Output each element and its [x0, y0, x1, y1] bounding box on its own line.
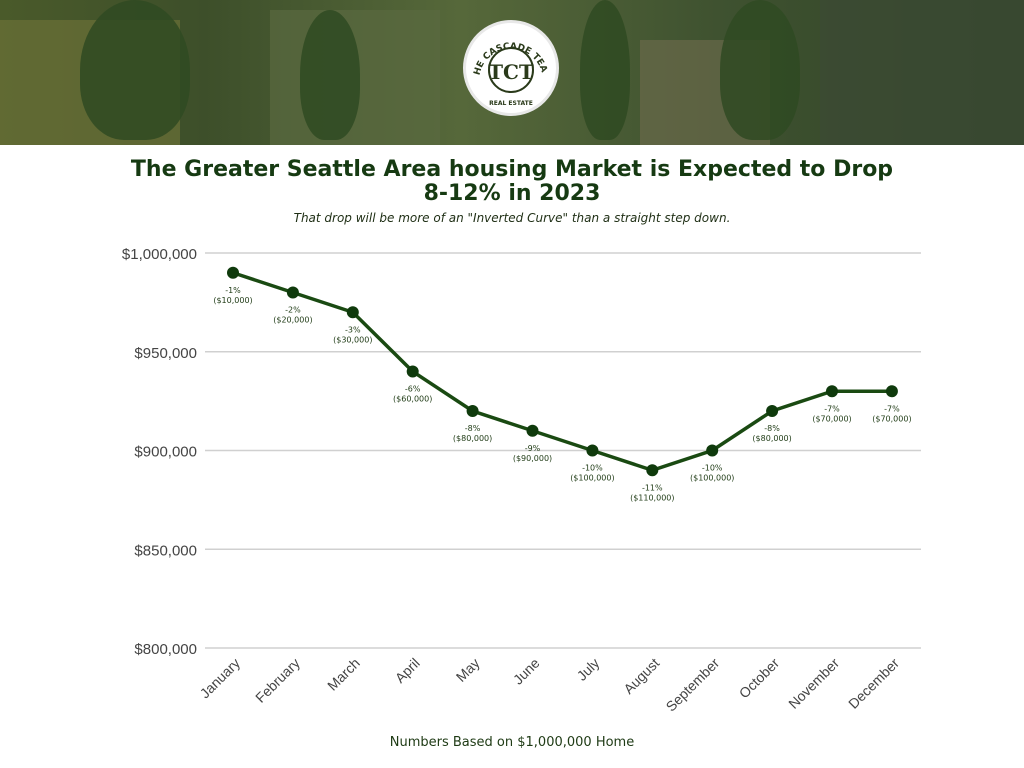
data-point — [826, 385, 838, 398]
data-label-percent: -7% — [884, 404, 900, 413]
x-tick-label: July — [574, 655, 603, 684]
chart-title: The Greater Seattle Area housing Market … — [0, 158, 1024, 206]
data-label-percent: -2% — [285, 306, 301, 315]
x-tick-label: February — [252, 655, 303, 706]
data-point — [885, 385, 898, 398]
data-point — [346, 306, 359, 319]
data-point — [526, 424, 539, 437]
data-label-amount: ($100,000) — [690, 474, 734, 483]
data-label-amount: ($70,000) — [812, 414, 851, 423]
x-tick-label: March — [324, 655, 363, 694]
data-label-amount: ($80,000) — [752, 434, 791, 443]
data-point — [286, 286, 299, 299]
data-label-percent: -6% — [405, 385, 421, 394]
data-label-amount: ($20,000) — [273, 316, 312, 325]
cascade-team-logo: THE CASCADE TEAM TCT REAL ESTATE — [463, 20, 559, 116]
y-tick-label: $1,000,000 — [122, 246, 197, 263]
y-tick-label: $800,000 — [134, 641, 197, 658]
data-point — [227, 266, 239, 279]
data-label-percent: -8% — [764, 424, 780, 433]
data-label-amount: ($100,000) — [570, 474, 614, 483]
data-label-percent: -7% — [824, 404, 840, 413]
data-point — [706, 444, 719, 457]
data-label-percent: -8% — [465, 424, 481, 433]
x-tick-label: November — [785, 655, 842, 712]
data-label-percent: -9% — [525, 444, 541, 453]
data-point — [586, 444, 599, 457]
y-tick-label: $900,000 — [134, 444, 197, 461]
x-tick-label: October — [736, 655, 783, 702]
data-label-amount: ($110,000) — [630, 493, 674, 502]
data-point — [646, 464, 659, 477]
data-label-percent: -10% — [582, 464, 603, 473]
data-label-amount: ($30,000) — [333, 335, 372, 344]
x-tick-label: September — [663, 655, 723, 715]
data-label-percent: -3% — [345, 325, 361, 334]
data-label-percent: -10% — [702, 464, 723, 473]
data-label-amount: ($70,000) — [872, 414, 911, 423]
footer-note: Numbers Based on $1,000,000 Home — [389, 735, 635, 750]
data-label-amount: ($10,000) — [213, 296, 252, 305]
data-label-amount: ($80,000) — [453, 434, 492, 443]
y-tick-label: $950,000 — [134, 345, 197, 362]
data-label-percent: -1% — [225, 286, 241, 295]
svg-text:REAL ESTATE: REAL ESTATE — [489, 100, 533, 107]
x-tick-label: January — [197, 655, 244, 702]
svg-text:TCT: TCT — [488, 60, 534, 84]
x-tick-label: April — [392, 655, 423, 686]
header-banner: THE CASCADE TEAM TCT REAL ESTATE — [0, 0, 1024, 145]
series-line — [232, 271, 892, 473]
data-label-amount: ($60,000) — [393, 395, 432, 404]
y-tick-label: $850,000 — [134, 542, 197, 559]
data-label-percent: -11% — [642, 483, 663, 492]
data-point — [466, 405, 479, 417]
x-tick-label: December — [845, 655, 902, 712]
chart-subtitle: That drop will be more of an "Inverted C… — [293, 211, 731, 225]
title-line-1: The Greater Seattle Area housing Market … — [130, 157, 894, 182]
data-label-amount: ($90,000) — [513, 454, 552, 463]
data-point — [406, 365, 419, 378]
x-tick-label: June — [510, 655, 543, 688]
data-point — [766, 405, 779, 417]
x-tick-label: May — [453, 655, 483, 685]
title-line-2: 8-12% in 2023 — [423, 181, 601, 206]
x-tick-label: August — [620, 655, 662, 697]
